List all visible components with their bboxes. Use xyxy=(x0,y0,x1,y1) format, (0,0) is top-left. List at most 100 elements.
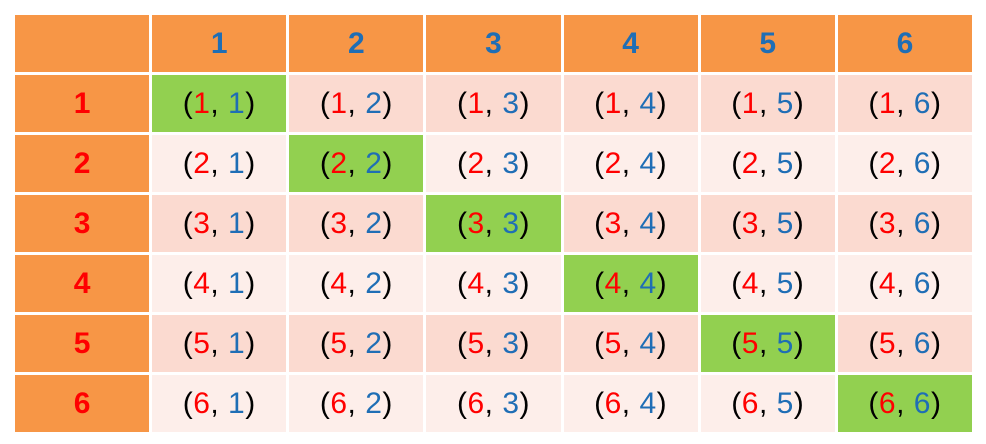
comma-separator: , xyxy=(484,386,503,420)
comma-separator: , xyxy=(347,146,366,180)
close-paren: ) xyxy=(245,206,256,240)
outcome-cell: (1, 4) xyxy=(563,75,698,132)
close-paren: ) xyxy=(382,206,393,240)
outcome-cell: (6, 1) xyxy=(152,375,287,432)
comma-separator: , xyxy=(621,146,640,180)
second-value: 5 xyxy=(776,326,794,360)
outcome-cell: (5, 5) xyxy=(700,315,835,372)
open-paren: ( xyxy=(456,386,468,420)
first-value: 4 xyxy=(330,266,348,300)
comma-separator: , xyxy=(758,266,777,300)
outcome-cell: (3, 6) xyxy=(837,195,972,252)
outcome-cell: (2, 5) xyxy=(700,135,835,192)
open-paren: ( xyxy=(868,146,879,180)
close-paren: ) xyxy=(656,146,668,180)
close-paren: ) xyxy=(245,146,256,180)
table-body: 1 2 3 4 5 6 1 (1, 1) (1, 2) (1, 3) (1, 4) (1,… xyxy=(15,15,972,432)
outcome-cell: (6, 5) xyxy=(700,375,835,432)
comma-separator: , xyxy=(347,206,366,240)
open-paren: ( xyxy=(319,266,331,300)
outcome-cell: (4, 1) xyxy=(152,255,287,312)
outcome-cell: (6, 6) xyxy=(837,375,972,432)
outcome-cell: (5, 4) xyxy=(563,315,698,372)
comma-separator: , xyxy=(896,386,914,420)
open-paren: ( xyxy=(319,86,331,120)
row-header-1: 1 xyxy=(15,75,150,132)
outcome-cell: (1, 6) xyxy=(837,75,972,132)
comma-separator: , xyxy=(210,86,229,120)
outcome-cell: (3, 3) xyxy=(426,195,561,252)
comma-separator: , xyxy=(621,326,640,360)
second-value: 3 xyxy=(502,206,520,240)
close-paren: ) xyxy=(245,386,256,420)
first-value: 5 xyxy=(741,326,759,360)
close-paren: ) xyxy=(930,266,942,300)
comma-separator: , xyxy=(758,386,777,420)
open-paren: ( xyxy=(182,206,194,240)
second-value: 1 xyxy=(228,266,246,300)
first-value: 3 xyxy=(741,206,759,240)
second-value: 5 xyxy=(776,266,794,300)
first-value: 2 xyxy=(330,146,348,180)
table-row: 6 (6, 1) (6, 2) (6, 3) (6, 4) (6, 5) (6, 6) xyxy=(15,375,972,432)
close-paren: ) xyxy=(382,386,393,420)
close-paren: ) xyxy=(245,86,256,120)
first-value: 2 xyxy=(604,146,622,180)
column-header-3: 3 xyxy=(426,15,561,72)
close-paren: ) xyxy=(656,326,668,360)
close-paren: ) xyxy=(519,86,531,120)
second-value: 3 xyxy=(502,146,520,180)
second-value: 2 xyxy=(365,386,383,420)
second-value: 1 xyxy=(228,386,246,420)
close-paren: ) xyxy=(519,206,531,240)
first-value: 4 xyxy=(604,266,622,300)
close-paren: ) xyxy=(793,386,805,420)
first-value: 5 xyxy=(193,326,211,360)
column-header-6: 6 xyxy=(837,15,972,72)
row-header-6: 6 xyxy=(15,375,150,432)
comma-separator: , xyxy=(621,386,640,420)
row-header-5: 5 xyxy=(15,315,150,372)
outcome-cell: (5, 6) xyxy=(837,315,972,372)
open-paren: ( xyxy=(456,86,468,120)
first-value: 5 xyxy=(330,326,348,360)
second-value: 4 xyxy=(639,86,657,120)
open-paren: ( xyxy=(868,326,879,360)
close-paren: ) xyxy=(930,206,942,240)
outcome-cell: (6, 3) xyxy=(426,375,561,432)
outcome-cell: (5, 2) xyxy=(289,315,424,372)
second-value: 6 xyxy=(913,386,931,420)
second-value: 4 xyxy=(639,326,657,360)
second-value: 3 xyxy=(502,386,520,420)
row-header-4: 4 xyxy=(15,255,150,312)
open-paren: ( xyxy=(868,386,879,420)
close-paren: ) xyxy=(793,146,805,180)
close-paren: ) xyxy=(656,206,668,240)
comma-separator: , xyxy=(484,146,503,180)
first-value: 6 xyxy=(193,386,211,420)
close-paren: ) xyxy=(793,266,805,300)
comma-separator: , xyxy=(347,266,366,300)
first-value: 4 xyxy=(741,266,759,300)
second-value: 6 xyxy=(913,146,931,180)
second-value: 4 xyxy=(639,146,657,180)
comma-separator: , xyxy=(896,326,914,360)
first-value: 2 xyxy=(193,146,211,180)
close-paren: ) xyxy=(519,146,531,180)
first-value: 1 xyxy=(193,86,211,120)
open-paren: ( xyxy=(594,146,605,180)
open-paren: ( xyxy=(731,86,742,120)
open-paren: ( xyxy=(594,326,605,360)
first-value: 3 xyxy=(193,206,211,240)
outcome-cell: (3, 1) xyxy=(152,195,287,252)
second-value: 5 xyxy=(776,86,794,120)
first-value: 1 xyxy=(467,86,485,120)
outcome-cell: (1, 1) xyxy=(152,75,287,132)
close-paren: ) xyxy=(382,146,393,180)
first-value: 1 xyxy=(878,86,897,120)
open-paren: ( xyxy=(868,86,879,120)
open-paren: ( xyxy=(456,206,468,240)
open-paren: ( xyxy=(182,386,194,420)
second-value: 2 xyxy=(365,266,383,300)
outcome-cell: (3, 4) xyxy=(563,195,698,252)
